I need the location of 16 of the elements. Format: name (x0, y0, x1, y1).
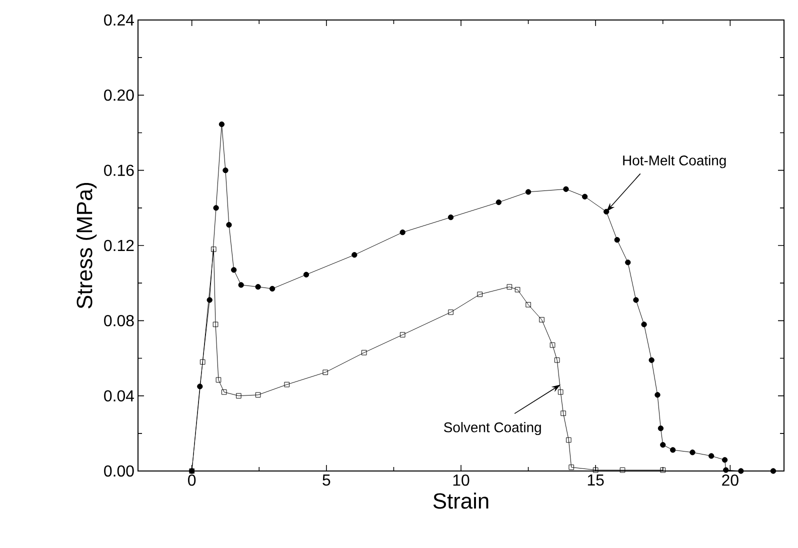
x-tick-label: 5 (322, 474, 330, 486)
y-tick-label: 0.08 (104, 315, 134, 326)
x-axis-title: Strain (433, 492, 488, 509)
y-tick-label: 0.20 (104, 90, 134, 101)
x-tick-label: 20 (722, 474, 738, 486)
annotation: Solvent Coating (444, 422, 541, 436)
y-tick-label: 0.24 (104, 14, 134, 26)
y-tick-label: 0.04 (104, 390, 134, 402)
y-tick-label: 0.12 (104, 240, 134, 252)
y-tick-label: 0.16 (104, 164, 134, 176)
y-tick-label: 0.00 (104, 465, 134, 477)
annotation: Hot-Melt Coating (623, 155, 726, 168)
y-axis-title: Stress (MPa) (76, 182, 97, 308)
x-tick-label: 15 (588, 474, 604, 486)
x-tick-label: 0 (188, 474, 196, 486)
x-tick-label: 10 (453, 474, 470, 486)
